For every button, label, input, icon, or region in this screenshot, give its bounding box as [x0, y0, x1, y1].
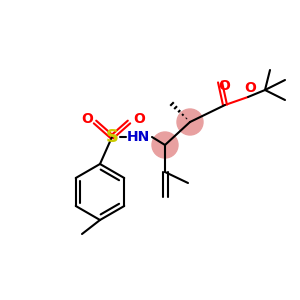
Circle shape [177, 109, 203, 135]
Text: O: O [218, 79, 230, 93]
Text: O: O [133, 112, 145, 126]
Text: O: O [81, 112, 93, 126]
Text: O: O [244, 81, 256, 95]
Text: HN: HN [126, 130, 150, 144]
Circle shape [152, 132, 178, 158]
Text: S: S [106, 128, 118, 146]
